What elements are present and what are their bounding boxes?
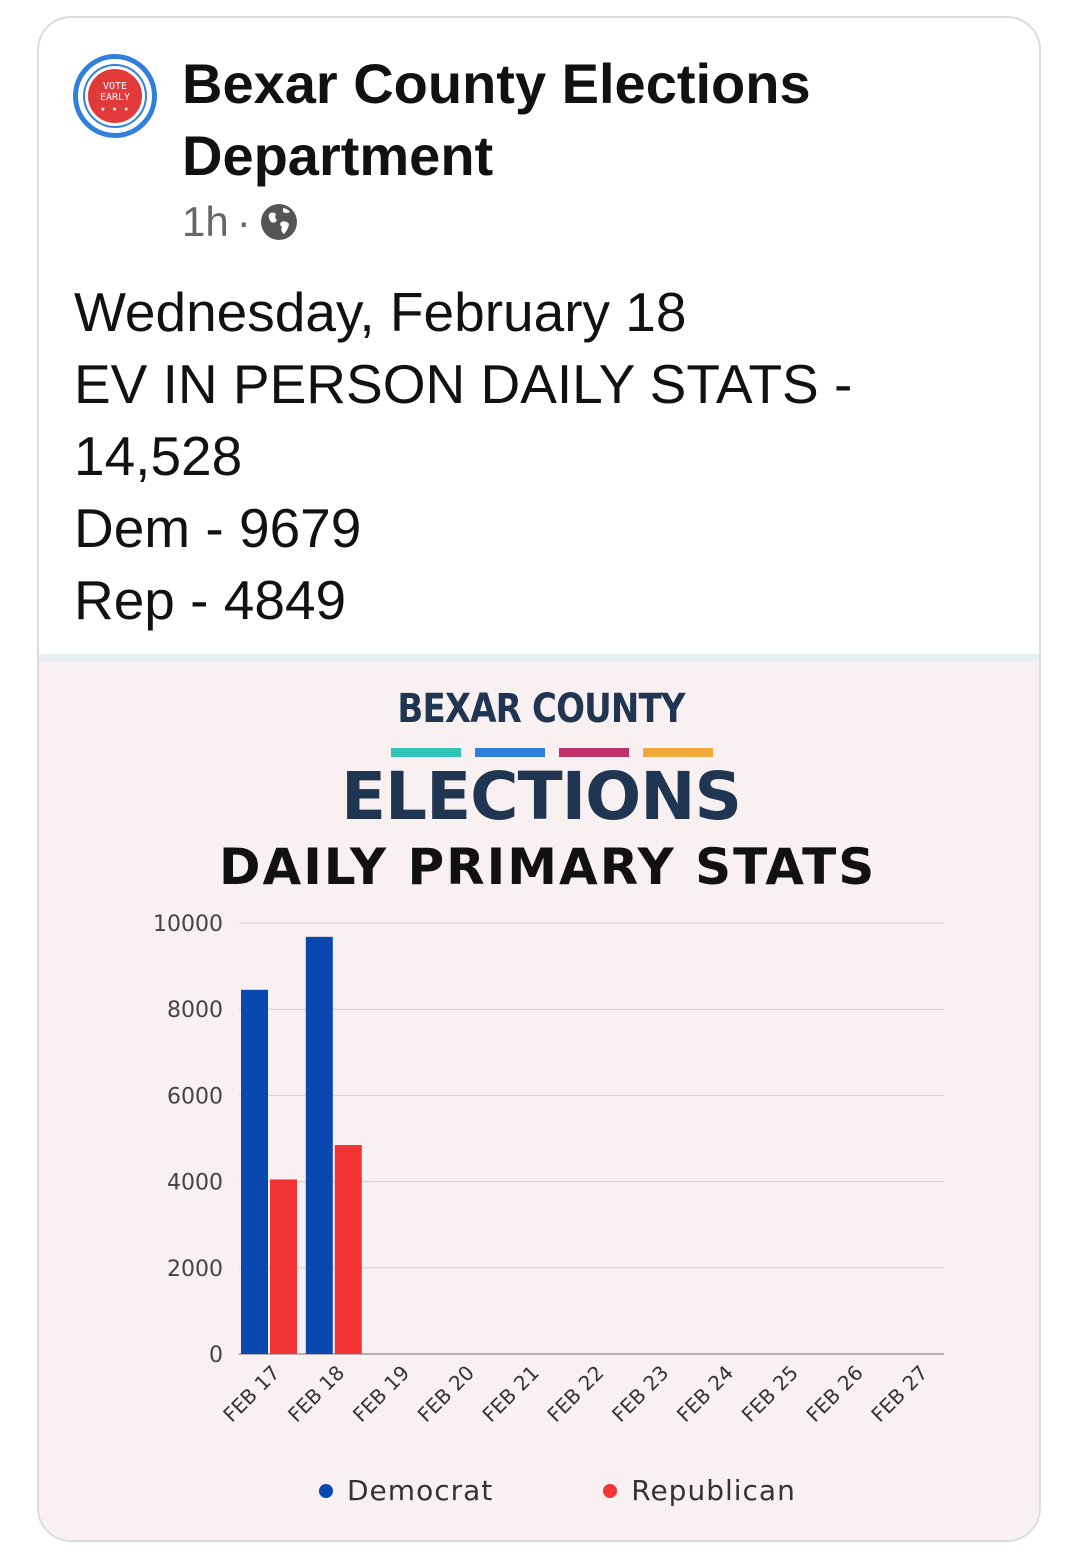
brand-county: BEXAR COUNTY bbox=[397, 686, 685, 732]
vote-early-logo: VOTE EARLY ★ ★ ★ bbox=[85, 66, 145, 126]
chart-subtitle: DAILY PRIMARY STATS bbox=[219, 838, 877, 896]
post-line-dem: Dem - 9679 bbox=[74, 497, 362, 559]
dash-magenta bbox=[559, 748, 629, 757]
brand-dashes bbox=[391, 748, 713, 757]
page-avatar[interactable]: VOTE EARLY ★ ★ ★ bbox=[73, 54, 157, 138]
page-name[interactable]: Bexar County Elections Department bbox=[182, 52, 811, 187]
x-tick-label: FEB 21 bbox=[477, 1361, 543, 1427]
legend-dot-republican bbox=[603, 1483, 618, 1498]
y-tick-label: 10000 bbox=[153, 912, 223, 937]
y-tick-label: 8000 bbox=[167, 998, 223, 1023]
bar-democrat bbox=[241, 989, 268, 1354]
y-tick-label: 6000 bbox=[167, 1084, 223, 1109]
legend-republican: Republican bbox=[603, 1474, 796, 1507]
post-line-rep: Rep - 4849 bbox=[74, 569, 347, 631]
x-tick-label: FEB 18 bbox=[283, 1361, 349, 1427]
post-image[interactable]: BEXAR COUNTY ELECTIONS DAILY PRIMARY STA… bbox=[39, 654, 1039, 1540]
post-meta: 1h · bbox=[182, 198, 299, 246]
post-line-total: 14,528 bbox=[74, 425, 243, 487]
chart-legend: Democrat Republican bbox=[319, 1474, 796, 1507]
brand-elections: ELECTIONS bbox=[340, 758, 742, 835]
bar-republican bbox=[334, 1145, 362, 1354]
x-tick-label: FEB 26 bbox=[801, 1361, 867, 1427]
x-tick-label: FEB 27 bbox=[866, 1361, 932, 1427]
dash-teal bbox=[391, 748, 461, 757]
x-tick-label: FEB 22 bbox=[542, 1361, 608, 1427]
post-text: Wednesday, February 18 EV IN PERSON DAIL… bbox=[74, 276, 1004, 636]
post-line-date: Wednesday, February 18 bbox=[74, 281, 687, 343]
post-timestamp[interactable]: 1h bbox=[182, 198, 229, 245]
legend-dot-democrat bbox=[319, 1483, 333, 1498]
legend-label-republican: Republican bbox=[631, 1474, 796, 1507]
x-tick-label: FEB 24 bbox=[672, 1361, 738, 1427]
y-tick-label: 0 bbox=[209, 1343, 223, 1368]
legend-democrat: Democrat bbox=[319, 1474, 493, 1507]
post-card: VOTE EARLY ★ ★ ★ Bexar County Elections … bbox=[37, 16, 1041, 1542]
legend-label-democrat: Democrat bbox=[347, 1474, 494, 1507]
x-tick-label: FEB 20 bbox=[413, 1361, 479, 1427]
x-tick-label: FEB 25 bbox=[737, 1361, 803, 1427]
post-line-heading: EV IN PERSON DAILY STATS - bbox=[74, 353, 853, 415]
y-tick-label: 2000 bbox=[167, 1257, 223, 1282]
x-tick-label: FEB 19 bbox=[348, 1361, 414, 1427]
meta-separator: · bbox=[236, 198, 251, 245]
bar-republican bbox=[270, 1179, 297, 1354]
x-tick-label: FEB 17 bbox=[218, 1361, 284, 1427]
globe-icon[interactable] bbox=[259, 202, 299, 242]
y-tick-label: 4000 bbox=[167, 1171, 223, 1196]
bar-democrat bbox=[305, 936, 333, 1354]
dash-blue bbox=[475, 748, 545, 757]
x-tick-label: FEB 23 bbox=[607, 1361, 673, 1427]
dash-orange bbox=[643, 748, 713, 757]
